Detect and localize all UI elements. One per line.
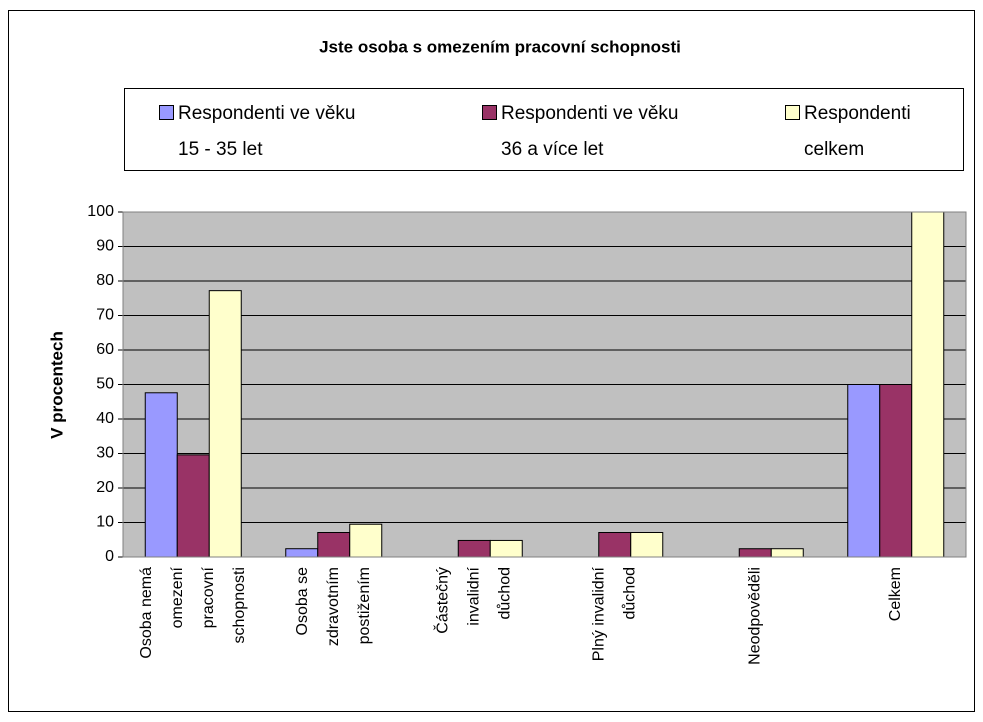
bar <box>317 532 351 558</box>
bar <box>879 384 913 558</box>
bar <box>457 539 491 558</box>
bar <box>208 290 242 558</box>
bar <box>770 548 804 558</box>
legend-item: Respondenti ve věku 15 - 35 let <box>159 96 378 168</box>
bar <box>176 454 210 558</box>
y-tick-label: 10 <box>96 514 114 531</box>
x-tick-label: Osoba nemá <box>138 567 155 659</box>
y-tick-label: 90 <box>96 238 114 255</box>
legend-swatch <box>159 105 174 120</box>
bar <box>144 392 178 558</box>
x-tick-label: důchod <box>495 567 513 620</box>
x-tick-label: zdravotním <box>325 567 342 646</box>
bar <box>598 532 632 558</box>
plot-border <box>122 211 967 558</box>
bar <box>489 539 523 558</box>
bar <box>285 548 319 558</box>
x-tick-label: Částečný <box>432 567 451 634</box>
y-tick-label: 100 <box>87 203 114 220</box>
legend-item: Respondenti ve věku 36 a více let <box>482 96 701 168</box>
legend-label: Respondenti celkem <box>804 103 911 160</box>
bar <box>738 548 772 558</box>
y-tick-label: 20 <box>96 479 114 496</box>
legend-item: Respondenti celkem <box>785 96 954 168</box>
y-tick-label: 50 <box>96 376 114 393</box>
x-tick-label: invalidní <box>465 566 482 625</box>
x-tick-label: Plný invalidní <box>590 566 607 661</box>
y-tick-label: 80 <box>96 272 114 289</box>
legend-swatch <box>785 105 800 120</box>
x-tick-label: Neodpověděli <box>746 567 763 665</box>
chart-title: Jste osoba s omezením pracovní schopnost… <box>319 37 681 56</box>
bar <box>349 523 383 558</box>
x-tick-label: Celkem <box>887 567 904 621</box>
y-axis-label: V procentech <box>47 331 66 439</box>
legend-box <box>124 88 964 171</box>
x-tick-label: pracovní <box>200 566 217 628</box>
legend-swatch <box>482 105 497 120</box>
y-tick-label: 40 <box>96 410 114 427</box>
x-tick-label: schopnosti <box>231 567 248 644</box>
legend-label: Respondenti ve věku 15 - 35 let <box>178 103 356 160</box>
bar <box>630 532 664 558</box>
legend-label: Respondenti ve věku 36 a více let <box>501 103 679 160</box>
x-tick-label: postižením <box>356 567 373 644</box>
bar <box>911 211 945 558</box>
y-tick-label: 30 <box>96 445 114 462</box>
x-tick-label: důchod <box>620 567 638 620</box>
x-tick-label: Osoba se <box>294 567 311 636</box>
bar <box>847 384 881 558</box>
y-tick-label: 60 <box>96 341 114 358</box>
x-tick-label: omezení <box>169 566 186 628</box>
y-tick-label: 0 <box>105 548 114 565</box>
y-tick-label: 70 <box>96 307 114 324</box>
